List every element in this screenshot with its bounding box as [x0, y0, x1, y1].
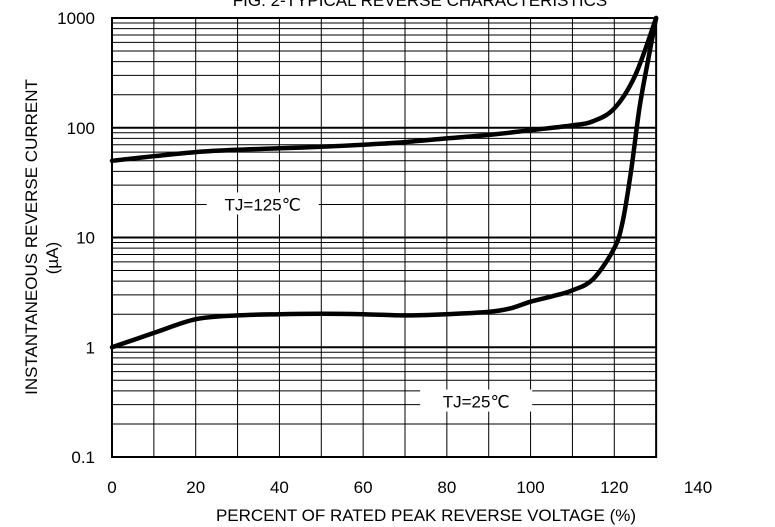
plot-frame: [111, 17, 658, 458]
x-tick-label: 100: [516, 478, 544, 497]
y-tick-label: 0.1: [71, 448, 95, 467]
y-axis-unit: (µA): [43, 242, 62, 274]
y-tick-label: 10: [76, 229, 95, 248]
x-tick-label: 120: [600, 478, 628, 497]
grid: [112, 18, 657, 457]
series-annotation-0: TJ=125℃: [225, 195, 301, 214]
x-tick-label: 80: [437, 478, 456, 497]
series-line-1: [109, 15, 659, 350]
x-axis-label: PERCENT OF RATED PEAK REVERSE VOLTAGE (%…: [216, 506, 636, 525]
x-tick-label: 20: [186, 478, 205, 497]
y-tick-label: 100: [67, 119, 95, 138]
x-tick-labels: 0 20 40 60 80 100 120 140: [107, 478, 712, 497]
x-tick-label: 0: [107, 478, 116, 497]
y-axis-label: INSTANTANEOUS REVERSE CURRENT: [22, 79, 41, 395]
series-layer: [109, 15, 659, 350]
chart-title: FIG. 2-TYPICAL REVERSE CHARACTERISTICS: [233, 0, 607, 10]
annotation-background: [206, 192, 319, 215]
y-tick-labels: 0.1 1 10 100 1000: [57, 9, 95, 467]
y-tick-label: 1000: [57, 9, 95, 28]
annotation-background: [420, 389, 533, 412]
series-annotation-1: TJ=25℃: [443, 393, 510, 412]
x-tick-label: 40: [270, 478, 289, 497]
y-tick-label: 1: [86, 338, 95, 357]
annotations: TJ=125℃ TJ=25℃: [206, 192, 533, 412]
x-tick-label: 140: [684, 478, 712, 497]
series-line-0: [109, 15, 659, 164]
x-tick-label: 60: [354, 478, 373, 497]
